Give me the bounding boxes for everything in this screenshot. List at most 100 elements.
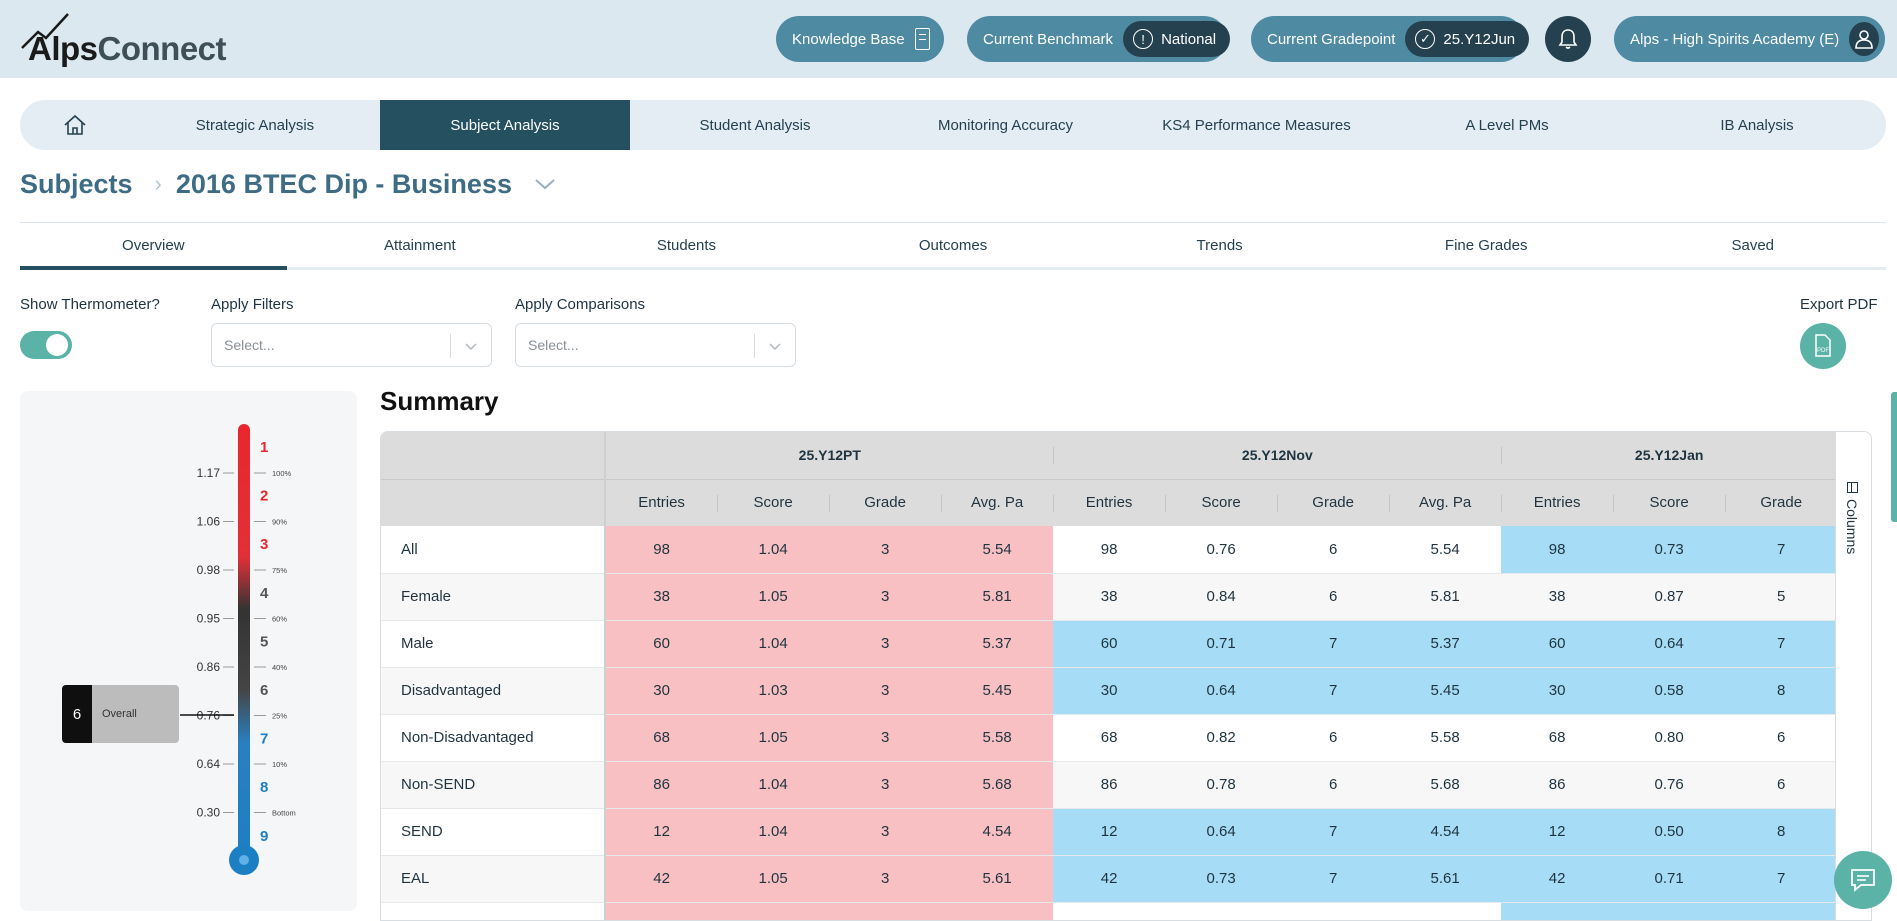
benchmark-value-pill[interactable]: ! National <box>1123 21 1231 57</box>
table-cell: 0.76 <box>1164 526 1278 574</box>
table-row[interactable]: Non-SEND 86 1.04 3 5.68 86 0.78 6 5.68 86 0.76 6 <box>381 761 1837 809</box>
column-header[interactable]: Score <box>716 479 830 526</box>
table-cell: 5.81 <box>940 573 1054 621</box>
chat-button[interactable] <box>1834 851 1892 909</box>
table-cell: 5.61 <box>940 855 1054 903</box>
table-row[interactable] <box>381 902 1837 920</box>
column-header[interactable]: Entries <box>1501 479 1613 526</box>
table-cell: 0.78 <box>1164 761 1278 809</box>
nav-ks4-performance-measures[interactable]: KS4 Performance Measures <box>1162 116 1351 134</box>
breadcrumb-subjects[interactable]: Subjects <box>20 168 133 199</box>
table-cell: 3 <box>829 761 941 809</box>
column-header[interactable]: Entries <box>605 479 717 526</box>
table-cell: 0.76 <box>1612 761 1726 809</box>
tab-saved[interactable]: Saved <box>1731 236 1775 254</box>
column-header[interactable]: Score <box>1612 479 1726 526</box>
side-scroll-tab[interactable] <box>1891 392 1897 522</box>
thermometer-percent-label: 40% <box>272 663 287 672</box>
subject-dropdown-chevron-icon[interactable] <box>534 177 556 196</box>
table-cell <box>1053 902 1165 920</box>
table-row[interactable]: Male 60 1.04 3 5.37 60 0.71 7 5.37 60 0.64 7 <box>381 620 1837 668</box>
tab-overview[interactable]: Overview <box>20 223 287 270</box>
summary-table-container: 25.Y12PT 25.Y12Nov 25.Y12Jan Entries Scor… <box>380 431 1872 921</box>
table-cell: 5 <box>1725 573 1837 621</box>
breadcrumb: Subjects › 2016 BTEC Dip - Business <box>20 164 556 204</box>
table-row[interactable]: Disadvantaged 30 1.03 3 5.45 30 0.64 7 5.45 30 0.5… <box>381 667 1837 715</box>
thermometer-tube <box>238 424 250 866</box>
table-cell: 6 <box>1725 761 1837 809</box>
gradepoint-value-pill[interactable]: ✓ 25.Y12Jun <box>1405 21 1530 57</box>
table-cell: 8 <box>1725 808 1837 856</box>
thermometer-grade-label: 9 <box>260 828 268 845</box>
table-row[interactable]: Non-Disadvantaged 68 1.05 3 5.58 68 0.82 6 5.58 6… <box>381 714 1837 762</box>
table-cell <box>1388 902 1502 920</box>
table-row[interactable]: SEND 12 1.04 3 4.54 12 0.64 7 4.54 12 0.50 8 <box>381 808 1837 856</box>
columns-toggle-panel[interactable]: Columns <box>1835 432 1871 920</box>
notifications-button[interactable] <box>1545 16 1591 62</box>
column-header[interactable]: Score <box>1164 479 1278 526</box>
column-header[interactable]: Grade <box>829 479 941 526</box>
thermometer-toggle[interactable] <box>20 331 72 359</box>
apply-comparisons-select[interactable]: Select... <box>515 323 796 367</box>
benchmark-selector[interactable]: Current Benchmark ! National <box>967 16 1231 62</box>
alps-connect-logo[interactable]: AlpsConnect <box>20 10 240 68</box>
nav-monitoring-accuracy[interactable]: Monitoring Accuracy <box>937 116 1074 134</box>
table-cell: 3 <box>829 667 941 715</box>
nav-ib-analysis[interactable]: IB Analysis <box>1720 116 1794 134</box>
thermometer-scale-value: 0.95 <box>197 612 221 626</box>
tab-trends[interactable]: Trends <box>1196 236 1243 254</box>
table-cell: 12 <box>605 808 717 856</box>
table-row[interactable]: Female 38 1.05 3 5.81 38 0.84 6 5.81 38 0.87 5 <box>381 573 1837 621</box>
chat-icon <box>1851 869 1875 892</box>
nav-a-level-pms[interactable]: A Level PMs <box>1465 116 1549 134</box>
table-row[interactable]: All 98 1.04 3 5.54 98 0.76 6 5.54 98 0.73 7 <box>381 526 1837 574</box>
table-cell: 5.45 <box>1388 667 1502 715</box>
apply-filters-select[interactable]: Select... <box>211 323 492 367</box>
column-header[interactable]: Grade <box>1725 479 1837 526</box>
gradepoint-label: Current Gradepoint <box>1267 30 1396 48</box>
tab-outcomes[interactable]: Outcomes <box>918 236 988 254</box>
table-cell: 0.73 <box>1612 526 1726 574</box>
nav-strategic-analysis[interactable]: Strategic Analysis <box>195 116 315 134</box>
nav-student-analysis[interactable]: Student Analysis <box>699 116 811 134</box>
table-cell: 0.71 <box>1612 855 1726 903</box>
gradepoint-selector[interactable]: Current Gradepoint ✓ 25.Y12Jun <box>1251 16 1530 62</box>
summary-table-scroll-area[interactable]: 25.Y12PT 25.Y12Nov 25.Y12Jan Entries Scor… <box>381 432 1837 920</box>
table-cell: 6 <box>1725 714 1837 762</box>
thermometer-percent-label: Bottom <box>272 809 296 818</box>
tab-students[interactable]: Students <box>656 236 717 254</box>
user-icon <box>1849 22 1879 56</box>
export-pdf-button[interactable]: PDF <box>1800 323 1846 369</box>
check-circle-icon: ✓ <box>1415 29 1436 49</box>
table-cell: 68 <box>1053 714 1165 762</box>
thermometer-percent-label: 100% <box>272 469 292 478</box>
knowledge-base-label: Knowledge Base <box>792 30 905 48</box>
column-header[interactable]: Entries <box>1053 479 1165 526</box>
tab-attainment[interactable]: Attainment <box>384 236 456 254</box>
table-cell: 8 <box>1725 667 1837 715</box>
thermometer-toggle-label: Show Thermometer? <box>20 296 160 313</box>
table-cell: 30 <box>1053 667 1165 715</box>
table-cell: 5.81 <box>1388 573 1502 621</box>
tab-fine-grades[interactable]: Fine Grades <box>1444 236 1528 254</box>
pdf-file-icon: PDF <box>1815 334 1831 357</box>
school-account-button[interactable]: Alps - High Spirits Academy (E) <box>1614 16 1885 62</box>
column-header[interactable]: Avg. Pa <box>940 479 1054 526</box>
gradepoint-value: 25.Y12Jun <box>1443 30 1516 48</box>
summary-table: 25.Y12PT 25.Y12Nov 25.Y12Jan Entries Scor… <box>381 432 1837 920</box>
nav-subject-analysis[interactable]: Subject Analysis <box>380 100 630 150</box>
table-cell: 0.64 <box>1164 667 1278 715</box>
table-cell: 6 <box>1277 526 1389 574</box>
knowledge-base-button[interactable]: Knowledge Base <box>776 16 944 62</box>
thermometer-grade-label: 6 <box>260 682 268 699</box>
breadcrumb-current-subject: 2016 BTEC Dip - Business <box>175 168 512 199</box>
column-header[interactable]: Avg. Pa <box>1388 479 1502 526</box>
pdf-icon-text: PDF <box>1817 348 1829 354</box>
table-row[interactable]: EAL 42 1.05 3 5.61 42 0.73 7 5.61 42 0.71 7 <box>381 855 1837 903</box>
benchmark-label: Current Benchmark <box>983 30 1114 48</box>
nav-home[interactable] <box>20 100 130 150</box>
table-cell: 4.54 <box>1388 808 1502 856</box>
table-cell: 30 <box>1501 667 1613 715</box>
table-cell: 7 <box>1725 620 1837 668</box>
column-header[interactable]: Grade <box>1277 479 1389 526</box>
